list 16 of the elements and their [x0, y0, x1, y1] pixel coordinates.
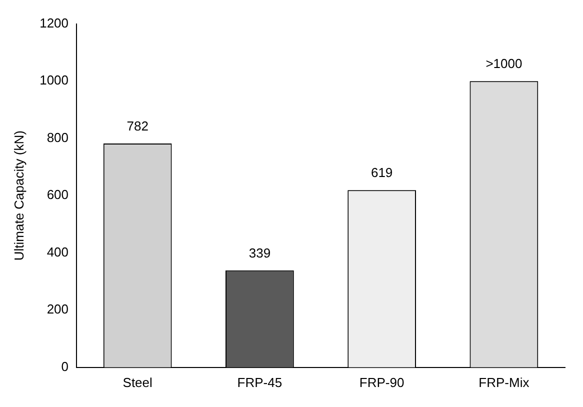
y-axis-title: Ultimate Capacity (kN) [11, 130, 26, 261]
y-tick-label: 1000 [40, 72, 69, 88]
data-label: >1000 [486, 56, 522, 72]
y-tick-label: 1200 [40, 15, 69, 30]
data-label: 619 [370, 165, 393, 180]
y-tick-label: 200 [46, 302, 69, 317]
y-tick-label: 400 [46, 244, 69, 260]
x-tick-label: FRP-90 [359, 374, 404, 390]
x-tick-label: FRP-Mix [478, 374, 530, 390]
y-tick-label: 0 [61, 358, 69, 374]
data-label: 339 [248, 245, 271, 260]
y-tick-label: 800 [46, 130, 69, 145]
x-tick-label: Steel [122, 374, 152, 390]
data-label: 782 [126, 118, 148, 134]
y-tick-label: 600 [46, 187, 69, 202]
x-tick-label: FRP-45 [237, 374, 282, 390]
